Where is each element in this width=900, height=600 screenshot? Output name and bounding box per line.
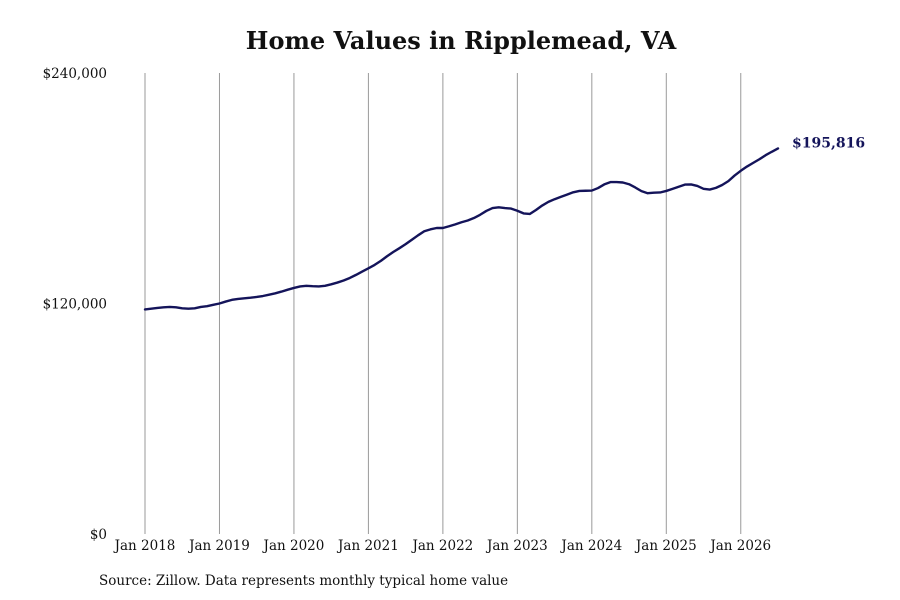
x-tick-label: Jan 2019: [187, 538, 250, 554]
x-tick-label: Jan 2023: [485, 538, 548, 554]
y-tick-label: $120,000: [43, 297, 107, 313]
chart-title: Home Values in Ripplemead, VA: [245, 26, 677, 55]
y-axis-tick-labels: $0 $120,000 $240,000: [43, 66, 107, 543]
x-tick-label: Jan 2022: [410, 538, 473, 554]
x-axis-tick-labels: Jan 2018 Jan 2019 Jan 2020 Jan 2021 Jan 2022…: [113, 538, 772, 554]
x-tick-label: Jan 2025: [634, 538, 697, 554]
home-value-line: [143, 147, 780, 311]
x-tick-label: Jan 2021: [336, 538, 399, 554]
source-note: Source: Zillow. Data represents monthly …: [99, 573, 509, 589]
y-tick-label: $0: [90, 527, 107, 543]
y-tick-label: $240,000: [43, 66, 107, 82]
x-tick-label: Jan 2026: [708, 538, 771, 554]
latest-value-label: $195,816: [792, 135, 865, 151]
x-tick-label: Jan 2024: [559, 538, 622, 554]
vertical-grid-lines: [144, 73, 742, 534]
x-tick-label: Jan 2020: [262, 538, 325, 554]
x-tick-label: Jan 2018: [113, 538, 176, 554]
